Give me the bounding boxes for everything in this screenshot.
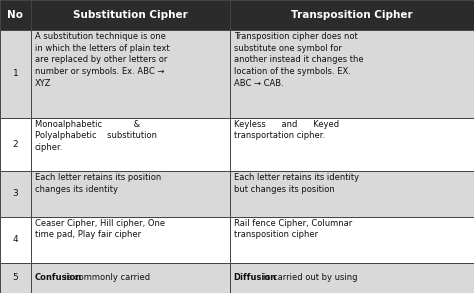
Bar — [0, 0, 31, 30]
Bar — [31, 118, 230, 171]
Text: Each letter retains its identity
but changes its position: Each letter retains its identity but cha… — [234, 173, 359, 194]
Text: 2: 2 — [13, 140, 18, 149]
Bar — [31, 217, 230, 263]
Text: 4: 4 — [13, 235, 18, 244]
Text: Diffusion: Diffusion — [234, 273, 277, 282]
Text: is carried out by using: is carried out by using — [261, 273, 357, 282]
Text: Confusion: Confusion — [35, 273, 82, 282]
Bar — [0, 263, 31, 293]
Text: A substitution technique is one
in which the letters of plain text
are replaced : A substitution technique is one in which… — [35, 32, 169, 88]
Bar — [31, 30, 230, 118]
Bar — [230, 217, 474, 263]
Bar — [31, 0, 230, 30]
Text: Transposition Cipher: Transposition Cipher — [291, 10, 413, 20]
Text: Substitution Cipher: Substitution Cipher — [73, 10, 188, 20]
Bar — [0, 118, 31, 171]
Text: Transposition cipher does not
substitute one symbol for
another instead it chang: Transposition cipher does not substitute… — [234, 32, 363, 88]
Text: 1: 1 — [12, 69, 18, 79]
Bar — [230, 30, 474, 118]
Text: Monoalphabetic            &
Polyalphabetic    substitution
cipher.: Monoalphabetic & Polyalphabetic substitu… — [35, 120, 156, 152]
Text: is commonly carried: is commonly carried — [63, 273, 150, 282]
Bar — [230, 263, 474, 293]
Bar — [230, 171, 474, 217]
Text: 3: 3 — [12, 190, 18, 198]
Bar — [31, 263, 230, 293]
Text: Keyless      and      Keyed
transportation cipher.: Keyless and Keyed transportation cipher. — [234, 120, 339, 140]
Text: Rail fence Cipher, Columnar
transposition cipher: Rail fence Cipher, Columnar transpositio… — [234, 219, 352, 239]
Bar — [230, 118, 474, 171]
Text: Each letter retains its position
changes its identity: Each letter retains its position changes… — [35, 173, 161, 194]
Bar — [230, 0, 474, 30]
Bar — [0, 171, 31, 217]
Bar — [0, 217, 31, 263]
Text: No: No — [8, 10, 23, 20]
Text: 5: 5 — [12, 273, 18, 282]
Bar — [31, 171, 230, 217]
Bar — [0, 30, 31, 118]
Text: Ceaser Cipher, Hill cipher, One
time pad, Play fair cipher: Ceaser Cipher, Hill cipher, One time pad… — [35, 219, 165, 239]
